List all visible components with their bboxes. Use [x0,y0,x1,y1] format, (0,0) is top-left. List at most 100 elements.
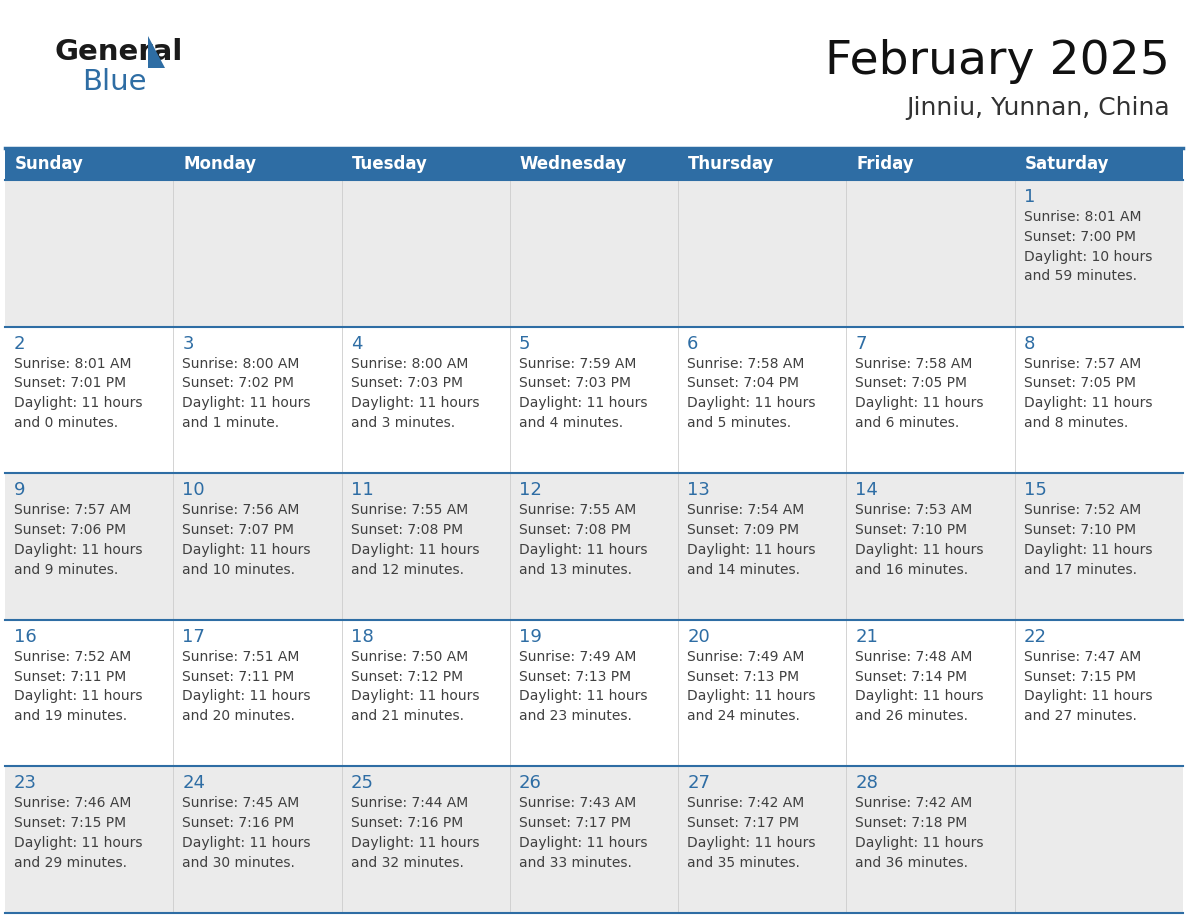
Text: Daylight: 11 hours: Daylight: 11 hours [14,836,143,850]
Text: Sunset: 7:16 PM: Sunset: 7:16 PM [350,816,463,830]
Text: 16: 16 [14,628,37,645]
Text: and 36 minutes.: and 36 minutes. [855,856,968,869]
Text: Sunrise: 7:44 AM: Sunrise: 7:44 AM [350,797,468,811]
Text: Sunset: 7:17 PM: Sunset: 7:17 PM [519,816,631,830]
Text: Sunset: 7:01 PM: Sunset: 7:01 PM [14,376,126,390]
Text: 21: 21 [855,628,878,645]
Text: 22: 22 [1024,628,1047,645]
Text: 6: 6 [687,334,699,353]
Text: Daylight: 11 hours: Daylight: 11 hours [182,836,311,850]
Text: 28: 28 [855,775,878,792]
Text: and 26 minutes.: and 26 minutes. [855,710,968,723]
Text: Daylight: 10 hours: Daylight: 10 hours [1024,250,1152,263]
Text: Sunrise: 7:50 AM: Sunrise: 7:50 AM [350,650,468,664]
Text: Sunrise: 7:49 AM: Sunrise: 7:49 AM [519,650,637,664]
Text: Sunrise: 7:58 AM: Sunrise: 7:58 AM [687,356,804,371]
Text: and 27 minutes.: and 27 minutes. [1024,710,1137,723]
Text: Sunset: 7:08 PM: Sunset: 7:08 PM [350,523,462,537]
Text: Sunset: 7:17 PM: Sunset: 7:17 PM [687,816,800,830]
Text: Daylight: 11 hours: Daylight: 11 hours [182,543,311,557]
Text: Tuesday: Tuesday [352,155,428,173]
Text: Daylight: 11 hours: Daylight: 11 hours [687,397,816,410]
Text: Sunset: 7:00 PM: Sunset: 7:00 PM [1024,230,1136,244]
Text: and 17 minutes.: and 17 minutes. [1024,563,1137,577]
Text: Sunset: 7:18 PM: Sunset: 7:18 PM [855,816,968,830]
Text: Daylight: 11 hours: Daylight: 11 hours [14,397,143,410]
Text: Daylight: 11 hours: Daylight: 11 hours [350,689,479,703]
Text: Daylight: 11 hours: Daylight: 11 hours [855,689,984,703]
Text: Sunset: 7:03 PM: Sunset: 7:03 PM [350,376,462,390]
Text: Blue: Blue [82,68,146,96]
Text: and 5 minutes.: and 5 minutes. [687,416,791,430]
Text: and 12 minutes.: and 12 minutes. [350,563,463,577]
Text: Daylight: 11 hours: Daylight: 11 hours [687,836,816,850]
Text: Sunrise: 7:46 AM: Sunrise: 7:46 AM [14,797,132,811]
Text: 11: 11 [350,481,373,499]
Text: Sunset: 7:08 PM: Sunset: 7:08 PM [519,523,631,537]
Text: Sunday: Sunday [15,155,84,173]
Text: Sunrise: 8:00 AM: Sunrise: 8:00 AM [182,356,299,371]
Text: 5: 5 [519,334,530,353]
Text: 7: 7 [855,334,867,353]
Bar [5,620,1183,767]
Text: Sunrise: 7:43 AM: Sunrise: 7:43 AM [519,797,636,811]
Text: Sunrise: 7:42 AM: Sunrise: 7:42 AM [855,797,973,811]
Text: Daylight: 11 hours: Daylight: 11 hours [350,836,479,850]
Text: Daylight: 11 hours: Daylight: 11 hours [519,543,647,557]
Text: Daylight: 11 hours: Daylight: 11 hours [687,689,816,703]
Text: and 0 minutes.: and 0 minutes. [14,416,118,430]
Text: Sunrise: 7:57 AM: Sunrise: 7:57 AM [1024,356,1140,371]
Text: 14: 14 [855,481,878,499]
Text: and 9 minutes.: and 9 minutes. [14,563,119,577]
Text: Sunrise: 7:42 AM: Sunrise: 7:42 AM [687,797,804,811]
Text: Thursday: Thursday [688,155,775,173]
Text: Sunset: 7:13 PM: Sunset: 7:13 PM [687,669,800,684]
Text: General: General [55,38,183,66]
Text: 3: 3 [182,334,194,353]
Text: Sunset: 7:06 PM: Sunset: 7:06 PM [14,523,126,537]
Text: Sunset: 7:07 PM: Sunset: 7:07 PM [182,523,295,537]
Text: 19: 19 [519,628,542,645]
Text: Sunrise: 7:54 AM: Sunrise: 7:54 AM [687,503,804,517]
Text: 27: 27 [687,775,710,792]
Text: Daylight: 11 hours: Daylight: 11 hours [14,543,143,557]
Text: Daylight: 11 hours: Daylight: 11 hours [855,836,984,850]
Text: Sunrise: 7:48 AM: Sunrise: 7:48 AM [855,650,973,664]
Text: 2: 2 [14,334,25,353]
Text: and 3 minutes.: and 3 minutes. [350,416,455,430]
Text: and 24 minutes.: and 24 minutes. [687,710,800,723]
Text: Sunrise: 7:59 AM: Sunrise: 7:59 AM [519,356,637,371]
Text: Sunrise: 7:52 AM: Sunrise: 7:52 AM [1024,503,1140,517]
Text: and 23 minutes.: and 23 minutes. [519,710,632,723]
Text: Sunset: 7:05 PM: Sunset: 7:05 PM [855,376,967,390]
Text: Daylight: 11 hours: Daylight: 11 hours [687,543,816,557]
Text: Sunset: 7:14 PM: Sunset: 7:14 PM [855,669,967,684]
Text: Sunrise: 7:51 AM: Sunrise: 7:51 AM [182,650,299,664]
Text: Daylight: 11 hours: Daylight: 11 hours [350,397,479,410]
Text: and 29 minutes.: and 29 minutes. [14,856,127,869]
Text: and 16 minutes.: and 16 minutes. [855,563,968,577]
Text: Sunrise: 8:00 AM: Sunrise: 8:00 AM [350,356,468,371]
Text: Saturday: Saturday [1025,155,1110,173]
Text: 9: 9 [14,481,25,499]
Text: 25: 25 [350,775,373,792]
Text: 12: 12 [519,481,542,499]
Polygon shape [148,36,165,68]
Text: Sunset: 7:09 PM: Sunset: 7:09 PM [687,523,800,537]
Text: Sunrise: 7:45 AM: Sunrise: 7:45 AM [182,797,299,811]
Text: 13: 13 [687,481,710,499]
Text: Sunset: 7:03 PM: Sunset: 7:03 PM [519,376,631,390]
Text: 10: 10 [182,481,204,499]
Text: Sunrise: 7:56 AM: Sunrise: 7:56 AM [182,503,299,517]
Text: Daylight: 11 hours: Daylight: 11 hours [182,397,311,410]
Text: Daylight: 11 hours: Daylight: 11 hours [182,689,311,703]
Text: and 10 minutes.: and 10 minutes. [182,563,296,577]
Text: and 33 minutes.: and 33 minutes. [519,856,632,869]
Text: and 1 minute.: and 1 minute. [182,416,279,430]
Text: Sunrise: 7:58 AM: Sunrise: 7:58 AM [855,356,973,371]
Text: Friday: Friday [857,155,914,173]
Text: Sunset: 7:04 PM: Sunset: 7:04 PM [687,376,800,390]
Text: Daylight: 11 hours: Daylight: 11 hours [350,543,479,557]
Text: Sunset: 7:12 PM: Sunset: 7:12 PM [350,669,462,684]
Text: Daylight: 11 hours: Daylight: 11 hours [855,397,984,410]
